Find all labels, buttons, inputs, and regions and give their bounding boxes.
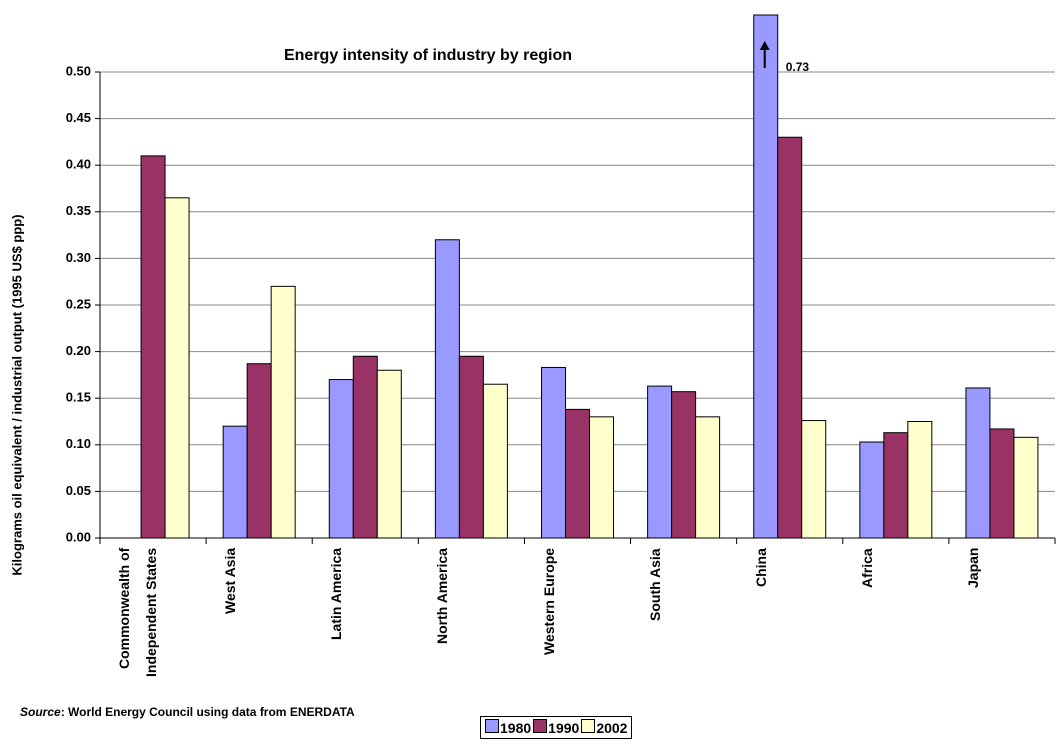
bar: [589, 416, 614, 539]
y-tick-label: 0.30: [66, 250, 91, 265]
bar: [541, 366, 566, 539]
bar: [164, 197, 190, 539]
legend-item: 1980: [485, 719, 531, 736]
y-tick-label: 0.10: [66, 436, 91, 451]
x-tick-label: Japan: [964, 548, 981, 589]
bar: [565, 408, 590, 539]
bar: [647, 385, 673, 539]
source-text: : World Energy Council using data from E…: [60, 705, 355, 719]
y-axis-label: Kilograms oil equivalent / industrial ou…: [9, 214, 24, 575]
legend: 1980 1990 2002: [480, 716, 633, 739]
bar: [270, 285, 296, 539]
legend-item: 1990: [533, 719, 579, 736]
y-tick-label: 0.20: [66, 343, 91, 358]
bar: [222, 425, 248, 539]
bar: [246, 363, 272, 539]
bar: [458, 355, 484, 539]
bar: [695, 416, 721, 539]
x-tick-label: South Asia: [646, 548, 663, 621]
y-tick-label: 0.05: [66, 483, 91, 498]
y-tick-label: 0.00: [66, 529, 91, 544]
legend-label: 1990: [548, 720, 580, 736]
bar: [434, 239, 460, 539]
x-tick-label: Western Europe: [540, 548, 557, 656]
y-tick-label: 0.45: [66, 110, 91, 125]
bar: [753, 14, 779, 539]
bar: [140, 155, 166, 539]
x-tick-label: Latin America: [328, 548, 345, 641]
legend-item: 2002: [581, 719, 627, 736]
bar: [883, 432, 909, 539]
legend-swatch: [581, 719, 596, 733]
overflow-arrow-head: [759, 41, 770, 50]
y-tick-label: 0.15: [66, 390, 91, 405]
x-tick-label: West Asia: [222, 548, 239, 615]
x-tick-label: China: [752, 548, 769, 587]
y-tick-label: 0.25: [66, 296, 91, 311]
legend-label: 2002: [596, 720, 628, 736]
legend-label: 1980: [500, 720, 532, 736]
bar: [801, 420, 827, 539]
source-note: Source: World Energy Council using data …: [20, 703, 420, 721]
bar: [376, 369, 402, 539]
x-tick-label: North America: [434, 548, 451, 644]
bar: [777, 136, 803, 539]
x-tick-label: Commonwealth of Independent States: [116, 548, 160, 678]
y-tick-label: 0.35: [66, 203, 91, 218]
data-label: 0.73: [786, 60, 810, 74]
y-tick-label: 0.50: [66, 63, 91, 78]
bar: [859, 441, 885, 539]
bar: [1013, 436, 1039, 539]
bar: [352, 355, 378, 539]
chart-title: Energy intensity of industry by region: [284, 47, 572, 64]
bar: [989, 428, 1015, 539]
legend-swatch: [533, 719, 548, 733]
bar: [907, 421, 933, 539]
source-label: Source: [20, 705, 61, 719]
bar: [965, 387, 991, 539]
y-tick-label: 0.40: [66, 157, 91, 172]
bar: [328, 379, 354, 539]
bar: [482, 383, 508, 539]
legend-swatch: [485, 719, 499, 733]
bar: [671, 391, 697, 539]
x-tick-label: Africa: [858, 548, 875, 588]
